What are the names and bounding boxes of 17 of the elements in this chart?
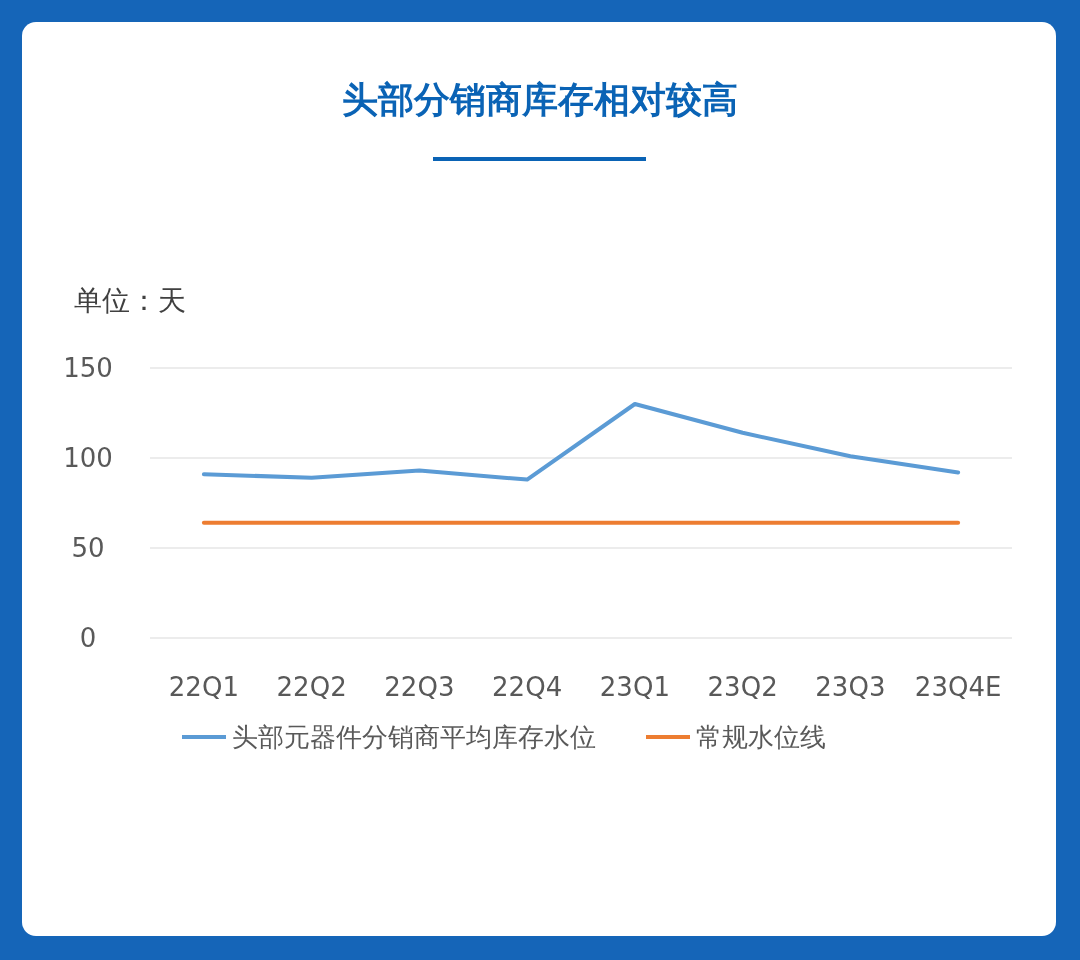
x-tick-label: 23Q2	[707, 672, 778, 702]
x-tick-label: 23Q3	[815, 672, 886, 702]
legend-label: 头部元器件分销商平均库存水位	[232, 722, 596, 752]
x-tick-label: 22Q3	[384, 672, 455, 702]
chart-title: 头部分销商库存相对较高	[342, 79, 738, 120]
y-axis-title: 单位：天	[74, 284, 186, 317]
line-series	[201, 402, 961, 482]
x-tick-label: 22Q2	[276, 672, 347, 702]
y-tick-label: 50	[71, 533, 105, 563]
y-tick-label: 100	[63, 443, 113, 473]
x-tick-label: 23Q4E	[914, 672, 1002, 702]
y-tick-label: 150	[63, 353, 113, 383]
x-tick-label: 22Q4	[492, 672, 563, 702]
y-tick-label: 0	[79, 623, 97, 653]
x-tick-label: 23Q1	[599, 672, 670, 702]
legend-label: 常规水位线	[696, 722, 826, 752]
x-tick-label: 22Q1	[168, 672, 239, 702]
